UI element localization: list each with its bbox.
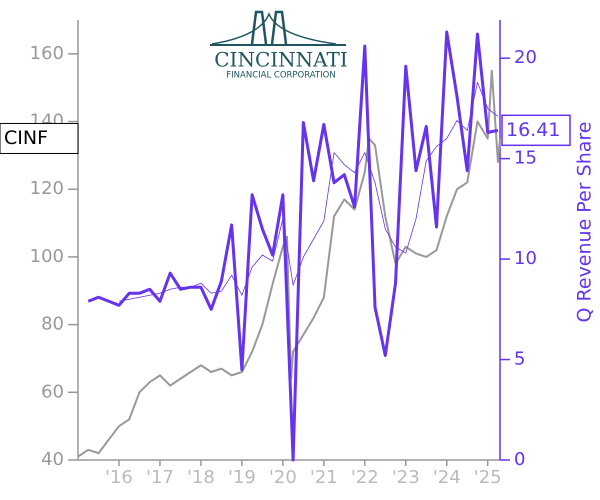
- x-tick-label: '18: [187, 467, 215, 488]
- x-tick-label: '17: [146, 467, 174, 488]
- logo-name: CINCINNATI: [214, 48, 348, 72]
- y-tick-label: 60: [41, 381, 64, 402]
- logo-bridge: [250, 10, 288, 45]
- y-tick-label: 120: [30, 178, 64, 199]
- last-value-box: [501, 114, 571, 147]
- x-tick-label: '23: [392, 467, 420, 488]
- x-tick-label: '16: [105, 467, 133, 488]
- revenue-average-line: [118, 81, 499, 302]
- y2-tick-label: 20: [514, 47, 537, 68]
- y2-tick-label: 0: [514, 449, 525, 470]
- y2-tick-label: 10: [514, 248, 537, 269]
- y-tick-label: 160: [30, 43, 64, 64]
- logo-subtitle: FINANCIAL CORPORATION: [226, 71, 335, 81]
- x-tick-label: '21: [310, 467, 338, 488]
- logo: CINCINNATI FINANCIAL CORPORATION: [210, 10, 348, 81]
- x-tick-label: '19: [228, 467, 256, 488]
- y2-axis-label: Q Revenue Per Share: [574, 122, 596, 323]
- ticker-label: CINF: [4, 127, 48, 149]
- y-tick-label: 40: [41, 449, 64, 470]
- y-tick-label: 80: [41, 314, 64, 335]
- x-tick-label: '24: [433, 467, 461, 488]
- last-value-label: 16.41: [506, 119, 560, 141]
- x-tick-label: '22: [351, 467, 379, 488]
- revenue-line: [87, 30, 499, 462]
- x-tick-label: '20: [269, 467, 297, 488]
- price-line: [77, 69, 501, 458]
- y2-tick-label: 5: [514, 349, 525, 370]
- y2-tick-label: 15: [514, 148, 537, 169]
- x-tick-label: '25: [474, 467, 502, 488]
- ticker-box: [0, 122, 79, 154]
- logo-cable: [211, 12, 337, 45]
- y-tick-label: 100: [30, 246, 64, 267]
